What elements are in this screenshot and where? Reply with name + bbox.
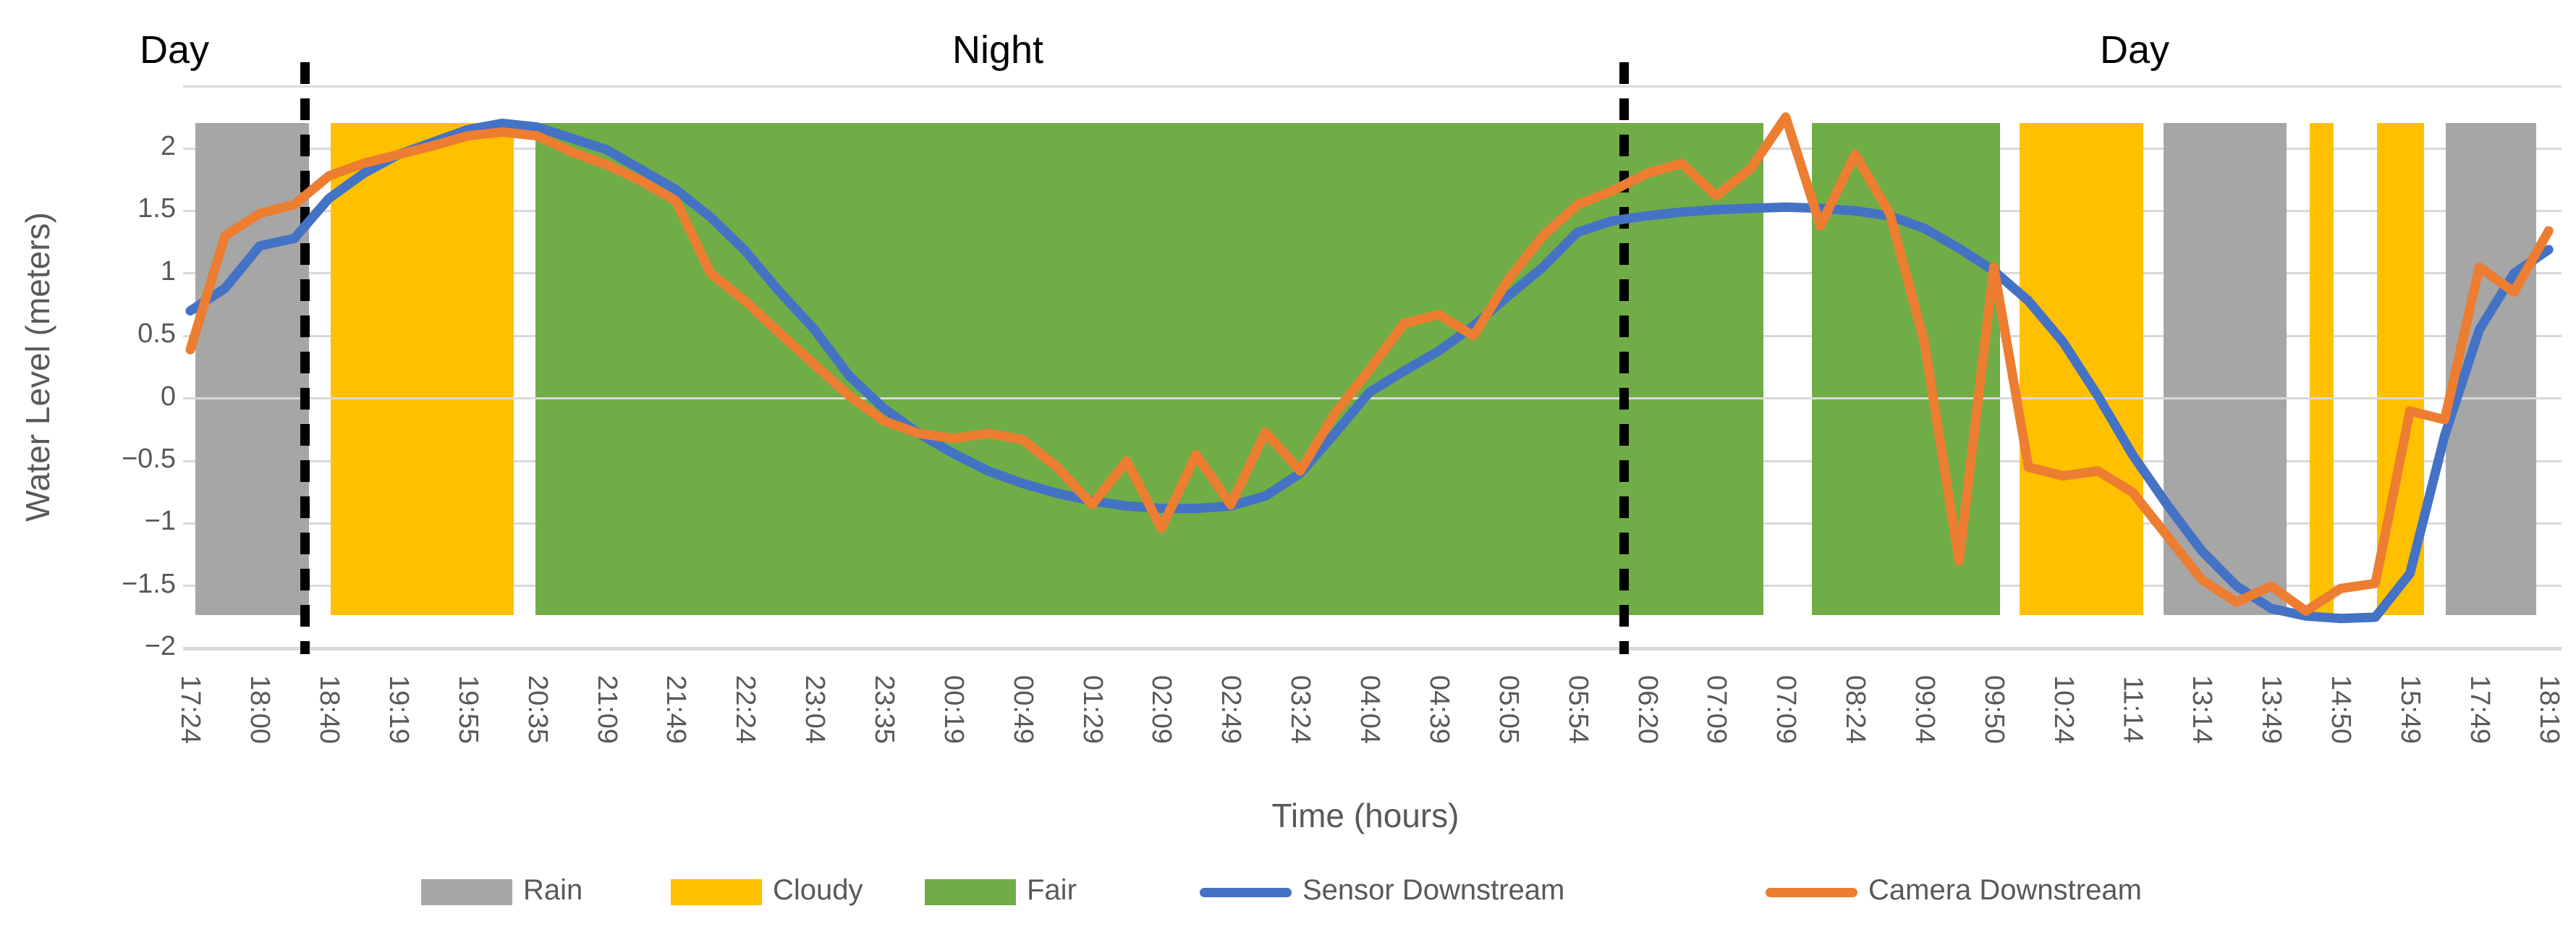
y-tick-label: 0.5 [137, 318, 176, 350]
rain-swatch [421, 879, 512, 905]
weather-band-cloudy [2310, 123, 2334, 615]
y-tick-label: 1 [160, 255, 176, 287]
zone-label-night: Night [952, 28, 1044, 72]
weather-band-fair [1811, 123, 2000, 615]
fair-swatch [925, 879, 1016, 905]
zone-label-day-left: Day [139, 28, 210, 72]
camera-line-swatch [1766, 888, 1857, 897]
y-tick-label: −1.5 [121, 568, 176, 599]
cloudy-legend-label: Cloudy [773, 874, 863, 906]
y-tick-label: 0 [160, 381, 176, 412]
rain-legend-label: Rain [523, 874, 583, 906]
y-tick-label: −0.5 [121, 444, 176, 474]
x-axis-line [183, 647, 2562, 651]
x-axis-title: Time (hours) [1271, 797, 1459, 834]
plot-top-border [183, 85, 2562, 88]
sensor-downstream-line [185, 118, 2554, 624]
x-tick-label: 18:19 [2533, 674, 2564, 744]
day-night-divider [1619, 62, 1630, 654]
zero-line [183, 397, 2562, 400]
y-tick-label: −1 [144, 506, 176, 537]
cloudy-swatch [671, 879, 762, 905]
y-tick-label: 2 [160, 131, 176, 161]
camera-downstream-line [185, 112, 2554, 616]
y-axis-title: Water Level (meters) [19, 212, 56, 522]
weather-band-fair [535, 123, 1764, 615]
sensor-legend-label: Sensor Downstream [1302, 874, 1565, 906]
zone-label-day-right: Day [2099, 28, 2170, 72]
sensor-line-swatch [1200, 888, 1292, 897]
day-night-divider [300, 62, 310, 654]
camera-legend-label: Camera Downstream [1868, 874, 2142, 906]
y-tick-label: 1.5 [137, 193, 176, 224]
y-tick-label: −2 [144, 631, 176, 662]
weather-band-cloudy [331, 123, 514, 615]
fair-legend-label: Fair [1027, 874, 1077, 906]
